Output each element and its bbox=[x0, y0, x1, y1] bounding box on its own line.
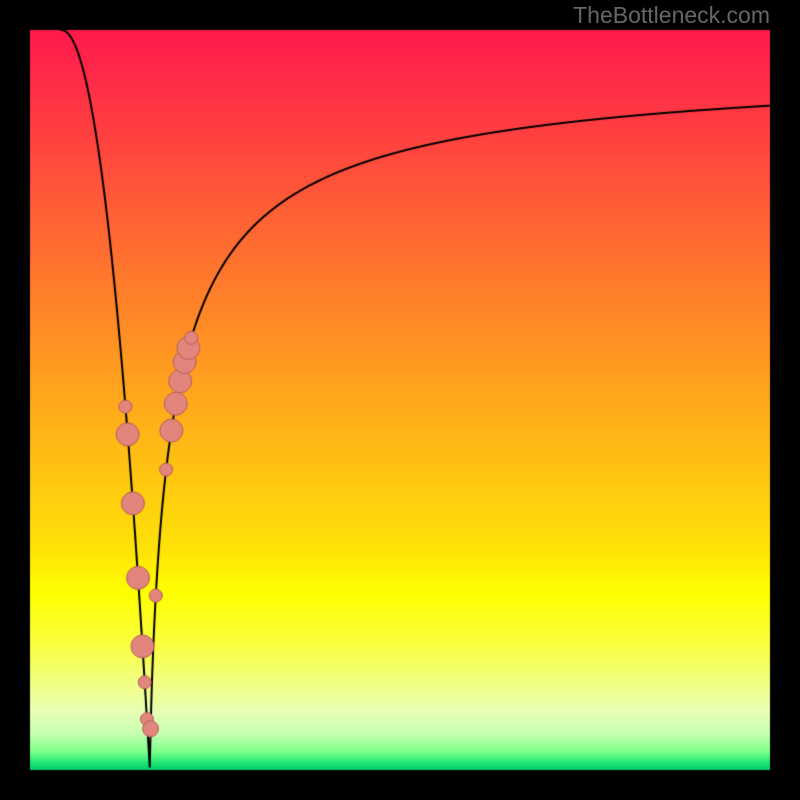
bottleneck-chart-canvas bbox=[0, 0, 800, 800]
chart-root: TheBottleneck.com bbox=[0, 0, 800, 800]
